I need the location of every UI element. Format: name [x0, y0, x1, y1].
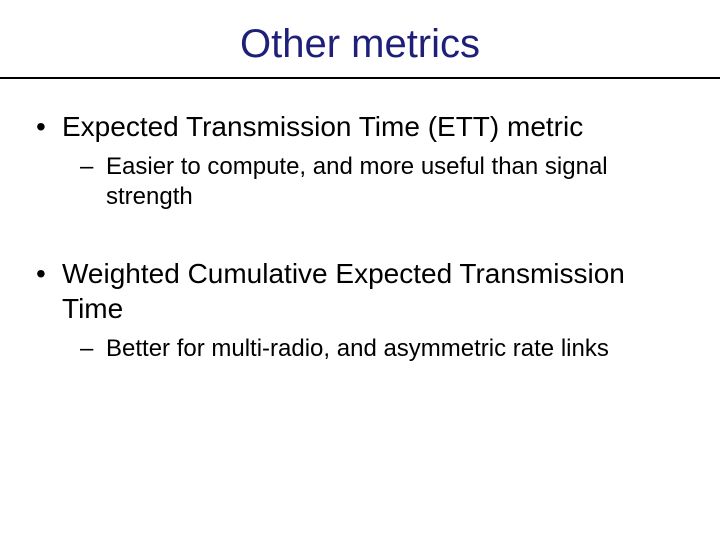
slide-title: Other metrics [0, 0, 720, 77]
slide: Other metrics Expected Transmission Time… [0, 0, 720, 540]
bullet-1: Expected Transmission Time (ETT) metric [34, 109, 686, 144]
bullet-1-sub-1: Easier to compute, and more useful than … [34, 152, 686, 212]
bullet-2: Weighted Cumulative Expected Transmissio… [34, 256, 686, 326]
slide-body: Expected Transmission Time (ETT) metric … [0, 79, 720, 364]
bullet-2-sub-1: Better for multi-radio, and asymmetric r… [34, 334, 686, 364]
spacer [34, 212, 686, 256]
